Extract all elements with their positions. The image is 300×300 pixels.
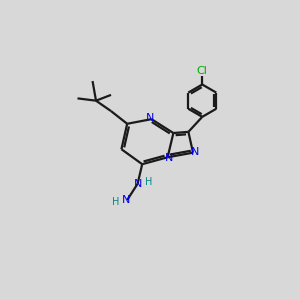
Text: H: H [112, 197, 119, 207]
Text: N: N [122, 195, 130, 205]
Text: N: N [191, 147, 200, 157]
Text: N: N [146, 113, 154, 123]
Text: N: N [165, 153, 173, 164]
Text: H: H [145, 176, 152, 187]
Text: N: N [134, 179, 142, 189]
Text: Cl: Cl [197, 66, 208, 76]
